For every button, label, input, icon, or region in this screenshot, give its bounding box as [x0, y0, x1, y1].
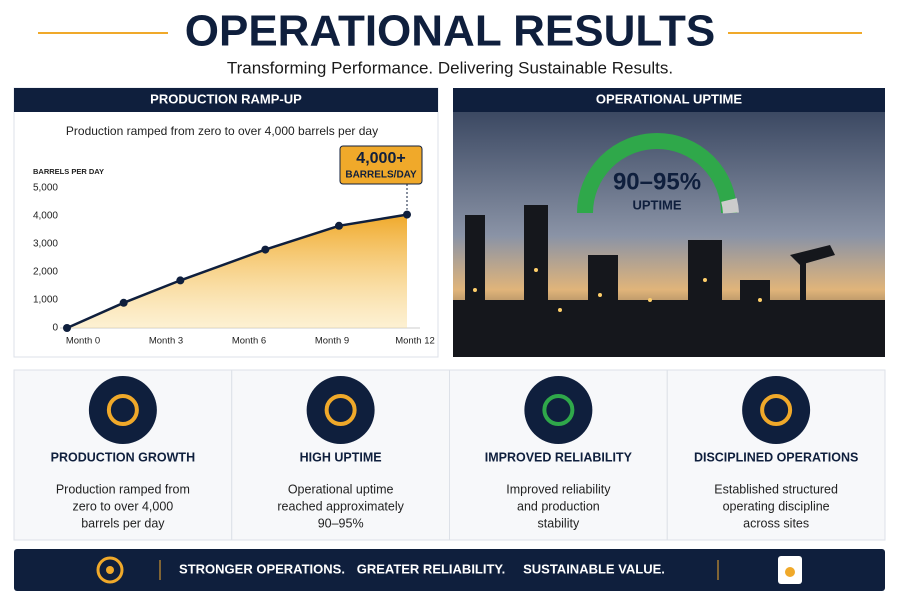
footer-text: SUSTAINABLE VALUE.	[523, 561, 665, 576]
card-text: and production	[517, 499, 600, 513]
card-icon	[88, 376, 157, 444]
card-icon-accent	[106, 394, 139, 426]
point	[335, 221, 343, 230]
card-text: across sites	[743, 516, 809, 530]
point	[261, 245, 270, 254]
card-text: stability	[538, 516, 580, 530]
uptime-value: 90–95%	[613, 168, 701, 195]
chart-title: Production ramped from zero to over 4,00…	[66, 124, 378, 138]
point	[119, 298, 128, 307]
panel-header	[453, 88, 885, 112]
card-text: reached approximately	[277, 499, 404, 513]
x-tick-label: Month 12	[395, 336, 435, 347]
y-tick-label: 5,000	[33, 183, 58, 194]
footer	[14, 549, 885, 591]
uptime-label: UPTIME	[632, 197, 681, 212]
card-text: Operational uptime	[288, 482, 394, 496]
area	[67, 214, 407, 328]
x-tick-label: Month 0	[66, 336, 100, 347]
y-tick-label: 3,000	[33, 239, 58, 250]
y-tick-label: 2,000	[33, 267, 58, 278]
gauge	[577, 133, 737, 214]
refinery	[453, 205, 885, 357]
gauge-rest	[721, 198, 739, 214]
card-icon	[306, 376, 375, 444]
target-icon	[96, 556, 124, 584]
card-icon-accent	[542, 394, 575, 426]
card-text: Established structured	[714, 482, 838, 496]
panel-title: PRODUCTION RAMP-UP	[150, 91, 302, 106]
panel-header	[14, 88, 438, 112]
annotation: BARRELS/DAY	[345, 170, 417, 181]
card-text: operating discipline	[723, 499, 830, 513]
y-tick-label: 0	[52, 323, 58, 334]
card-text: 90–95%	[318, 516, 364, 530]
point	[63, 324, 71, 332]
x-tick-label: Month 3	[149, 336, 183, 347]
card-text: barrels per day	[81, 516, 165, 530]
card-icon-accent	[324, 394, 357, 426]
footer-text: GREATER RELIABILITY.	[357, 561, 506, 576]
card-title: PRODUCTION GROWTH	[51, 450, 195, 464]
annotation-box	[339, 145, 423, 185]
line	[66, 213, 408, 330]
y-tick-label: 4,000	[33, 211, 58, 222]
card-text: Production ramped from	[56, 482, 190, 496]
card-text: zero to over 4,000	[72, 499, 173, 513]
card-title: IMPROVED RELIABILITY	[485, 450, 633, 464]
target-icon	[106, 566, 114, 574]
panel-title: OPERATIONAL UPTIME	[596, 91, 742, 106]
card-text: Improved reliability	[506, 482, 611, 496]
y-axis-label: BARRELS PER DAY	[33, 167, 104, 176]
barrel-icon	[785, 567, 795, 577]
chart: 0 1,000 2,000 3,000 4,000 5,000 Month 0 Month 3…	[33, 145, 435, 347]
card-icon	[524, 376, 593, 444]
card-icon	[742, 376, 811, 444]
annotation: 4,000+	[356, 150, 405, 167]
point	[176, 276, 185, 285]
footer-text: STRONGER OPERATIONS.	[179, 561, 345, 576]
lights	[473, 268, 762, 312]
title: OPERATIONAL RESULTS	[185, 7, 715, 56]
card-title: HIGH UPTIME	[300, 450, 382, 464]
y-tick-label: 1,000	[33, 295, 58, 306]
x-tick-label: Month 9	[315, 336, 349, 347]
cards: PRODUCTION GROWTH Production ramped from z…	[13, 369, 886, 541]
x-tick-label: Month 6	[232, 336, 266, 347]
subtitle: Transforming Performance. Delivering Sus…	[227, 58, 673, 77]
point	[403, 210, 411, 219]
card-title: DISCIPLINED OPERATIONS	[694, 450, 858, 464]
card-icon-accent	[760, 394, 793, 426]
